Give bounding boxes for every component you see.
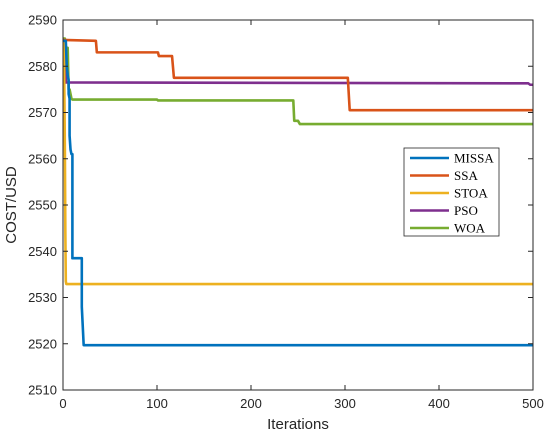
y-tick-label: 2540 — [28, 244, 57, 259]
x-axis-ticks: 0 100 200 300 400 500 — [59, 20, 544, 411]
x-tick-label: 0 — [59, 396, 66, 411]
y-tick-label: 2550 — [28, 198, 57, 213]
y-tick-label: 2580 — [28, 59, 57, 74]
legend-label-woa: WOA — [454, 221, 486, 236]
legend: MISSA SSA STOA PSO WOA — [403, 147, 500, 237]
x-axis-title: Iterations — [267, 416, 329, 433]
x-tick-label: 400 — [428, 396, 450, 411]
series-line-missa — [63, 39, 533, 347]
series-line-stoa — [62, 41, 533, 286]
x-tick-label: 100 — [146, 396, 168, 411]
x-tick-label: 200 — [240, 396, 262, 411]
legend-label-stoa: STOA — [454, 186, 488, 201]
y-axis-title: COST/USD — [3, 166, 20, 244]
x-tick-label: 300 — [334, 396, 356, 411]
legend-label-missa: MISSA — [454, 151, 494, 166]
y-tick-label: 2560 — [28, 151, 57, 166]
y-tick-label: 2510 — [28, 383, 57, 398]
legend-label-ssa: SSA — [454, 168, 478, 183]
series-layer — [62, 37, 533, 347]
y-tick-label: 2590 — [28, 13, 57, 28]
legend-label-pso: PSO — [454, 203, 478, 218]
y-axis-ticks: 2510 2520 2530 2540 2550 2560 2570 2580 2590 — [28, 13, 533, 398]
x-tick-label: 500 — [522, 396, 544, 411]
series-line-ssa — [62, 38, 533, 112]
y-tick-label: 2530 — [28, 290, 57, 305]
y-tick-label: 2520 — [28, 336, 57, 351]
y-tick-label: 2570 — [28, 105, 57, 120]
